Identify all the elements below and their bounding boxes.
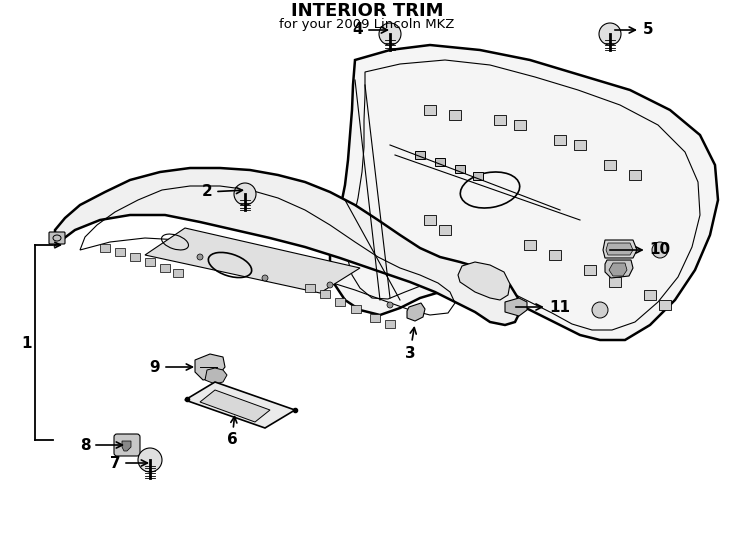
Bar [415,151,425,159]
Bar [604,160,616,170]
Text: 9: 9 [150,360,192,375]
Bar [514,120,526,130]
Circle shape [379,23,401,45]
Bar [100,244,110,252]
Bar [524,240,536,250]
Polygon shape [195,354,225,380]
Text: 4: 4 [353,23,388,37]
Text: 1: 1 [22,335,32,350]
Text: 2: 2 [202,185,242,199]
Bar [435,158,445,166]
Bar [644,290,656,300]
Polygon shape [605,260,633,278]
Bar [455,165,465,173]
Circle shape [372,252,388,268]
Bar [473,172,483,180]
Polygon shape [200,390,270,422]
FancyBboxPatch shape [49,232,65,244]
Bar [351,305,361,313]
Polygon shape [122,441,131,451]
Bar [609,277,621,287]
Bar [130,253,140,261]
Bar [574,140,586,150]
Text: 5: 5 [615,23,653,37]
Text: 7: 7 [109,456,148,470]
Polygon shape [505,298,527,316]
Circle shape [138,448,162,472]
Text: 10: 10 [610,242,671,258]
Circle shape [197,254,203,260]
Polygon shape [145,228,360,293]
Bar [385,320,395,328]
Bar [659,300,671,310]
Bar [370,314,380,322]
Bar [335,298,345,306]
Circle shape [652,242,668,258]
Polygon shape [185,382,295,428]
Bar [145,258,155,266]
Bar [424,215,436,225]
Bar [439,225,451,235]
Bar [629,170,641,180]
Bar [449,110,461,120]
FancyBboxPatch shape [114,434,140,456]
Circle shape [599,23,621,45]
Text: 8: 8 [80,437,123,453]
Bar [320,290,330,298]
Text: INTERIOR TRIM: INTERIOR TRIM [291,2,443,20]
Circle shape [592,302,608,318]
Bar [160,264,170,272]
Circle shape [262,275,268,281]
Polygon shape [603,240,637,258]
Bar [305,284,315,292]
Bar [424,105,436,115]
Bar [549,250,561,260]
Bar [584,265,596,275]
Circle shape [387,302,393,308]
Polygon shape [458,262,510,300]
Circle shape [234,183,256,205]
Polygon shape [330,45,718,340]
Bar [554,135,566,145]
Text: 6: 6 [227,417,237,448]
Circle shape [327,282,333,288]
Polygon shape [205,368,227,384]
Text: 11: 11 [516,300,570,314]
Text: for your 2009 Lincoln MKZ: for your 2009 Lincoln MKZ [280,18,454,31]
Polygon shape [407,303,425,321]
Polygon shape [609,263,627,276]
Bar [115,248,125,256]
Polygon shape [55,168,520,325]
Bar [494,115,506,125]
Polygon shape [606,243,633,255]
Bar [173,269,183,277]
Text: 3: 3 [404,328,416,361]
